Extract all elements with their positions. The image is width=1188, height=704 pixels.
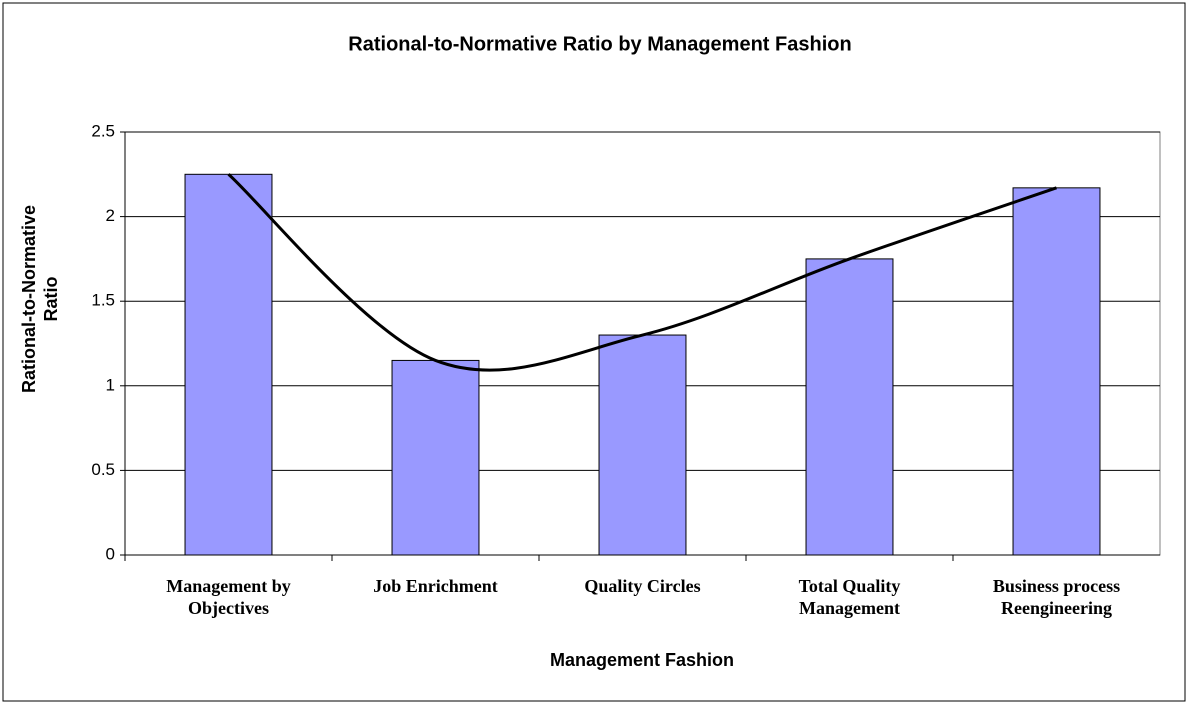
bar bbox=[1012, 187, 1101, 556]
x-tick-label: Quality Circles bbox=[584, 576, 701, 596]
y-tick-label: 0 bbox=[106, 544, 115, 563]
y-tick-label: 1 bbox=[106, 375, 115, 394]
x-tick-label: Total Quality Management bbox=[798, 576, 901, 618]
bar bbox=[805, 258, 894, 556]
trendline bbox=[227, 173, 1057, 372]
x-tick-label: Job Enrichment bbox=[373, 576, 498, 596]
y-tick-label: 0.5 bbox=[91, 460, 115, 479]
y-axis-title: Rational-to-Normative Ratio bbox=[19, 205, 61, 394]
x-axis-title: Management Fashion bbox=[550, 650, 734, 670]
bar bbox=[598, 334, 687, 556]
y-tick-label: 2.5 bbox=[91, 121, 115, 140]
y-tick-label: 2 bbox=[106, 206, 115, 225]
y-tick-label: 1.5 bbox=[91, 291, 115, 310]
bar bbox=[391, 359, 480, 556]
chart-title: Rational-to-Normative Ratio by Managemen… bbox=[348, 33, 851, 55]
x-tick-label: Management by Objectives bbox=[166, 576, 291, 618]
bar bbox=[184, 173, 273, 556]
x-tick-label: Business process Reengineering bbox=[992, 576, 1121, 618]
